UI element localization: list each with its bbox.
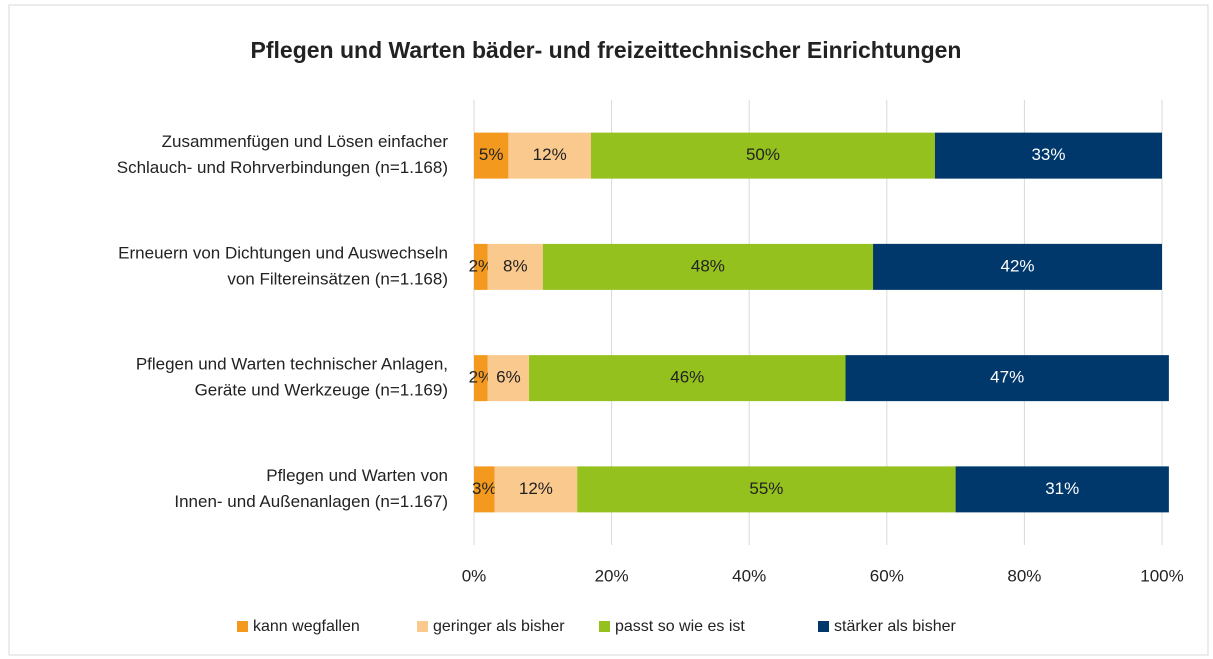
bar-segment <box>474 243 488 290</box>
legend-swatch <box>237 621 248 632</box>
bar-segment <box>955 466 1169 513</box>
y-tick-label: Pflegen und Warten technischer Anlagen, <box>136 355 448 374</box>
data-label: 55% <box>749 479 783 498</box>
data-label: 12% <box>519 479 553 498</box>
x-tick-label: 0% <box>462 566 487 585</box>
bar-segment <box>934 132 1162 179</box>
data-label: 2% <box>469 368 494 387</box>
bar-segment <box>474 132 509 179</box>
bar-segment <box>508 132 591 179</box>
bar-segment <box>474 466 495 513</box>
data-label: 50% <box>746 145 780 164</box>
legend-swatch <box>417 621 428 632</box>
legend-label: passt so wie es ist <box>615 618 745 635</box>
y-tick-label: Innen- und Außenanlagen (n=1.167) <box>174 492 448 511</box>
legend-label: kann wegfallen <box>253 618 360 635</box>
bar-segment <box>590 132 935 179</box>
legend-swatch <box>818 621 829 632</box>
data-label: 33% <box>1031 145 1065 164</box>
data-label: 42% <box>1001 256 1035 275</box>
y-tick-label: Schlauch- und Rohrverbindungen (n=1.168) <box>117 158 448 177</box>
data-label: 6% <box>496 368 521 387</box>
data-label: 5% <box>479 145 504 164</box>
x-tick-label: 20% <box>595 566 629 585</box>
legend-label: stärker als bisher <box>834 618 956 635</box>
y-tick-label: von Filtereinsätzen (n=1.168) <box>227 269 448 288</box>
data-label: 12% <box>533 145 567 164</box>
y-tick-label: Geräte und Werkzeuge (n=1.169) <box>195 381 448 400</box>
data-label: 2% <box>469 256 494 275</box>
chart-title: Pflegen und Warten bäder- und freizeitte… <box>251 37 962 63</box>
legend-label: geringer als bisher <box>433 618 565 635</box>
bar-segment <box>529 355 846 402</box>
data-label: 8% <box>503 256 528 275</box>
bar-segment <box>474 355 488 402</box>
data-label: 46% <box>670 368 704 387</box>
y-tick-label: Erneuern von Dichtungen und Auswechseln <box>118 243 448 262</box>
bar-segment <box>577 466 956 513</box>
bar-segment <box>873 243 1162 290</box>
data-label: 3% <box>472 479 497 498</box>
y-tick-label: Pflegen und Warten von <box>266 466 448 485</box>
bar-segment <box>845 355 1169 402</box>
x-tick-label: 80% <box>1007 566 1041 585</box>
bar-segment <box>487 355 530 402</box>
data-label: 48% <box>691 256 725 275</box>
y-tick-label: Zusammenfügen und Lösen einfacher <box>162 132 449 151</box>
bar-segment <box>542 243 874 290</box>
x-tick-label: 100% <box>1140 566 1183 585</box>
bar-segment <box>487 243 543 290</box>
legend-swatch <box>599 621 610 632</box>
x-tick-label: 60% <box>870 566 904 585</box>
data-label: 31% <box>1045 479 1079 498</box>
x-tick-label: 40% <box>732 566 766 585</box>
bar-segment <box>494 466 578 513</box>
data-label: 47% <box>990 368 1024 387</box>
chart-frame <box>8 4 1209 656</box>
